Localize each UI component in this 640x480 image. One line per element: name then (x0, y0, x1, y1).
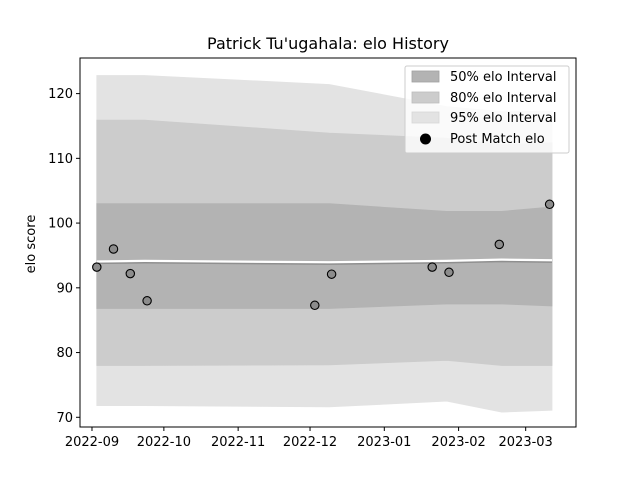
y-tick-label: 70 (56, 411, 73, 426)
legend-label-95: 95% elo Interval (450, 111, 557, 126)
post-match-elo-point (108, 244, 119, 254)
confidence-bands (96, 75, 553, 413)
post-match-elo-point (326, 269, 337, 279)
mean-elo-line (96, 260, 553, 265)
y-tick-label: 90 (56, 281, 73, 296)
x-tick-label: 2022-12 (283, 435, 337, 450)
legend-label-post-match: Post Match elo (450, 132, 545, 147)
y-tick-label: 120 (48, 87, 73, 102)
post-match-elo-point (444, 267, 454, 278)
plot-area (79, 57, 577, 428)
legend-marker-post-match (420, 133, 431, 145)
post-match-elo-point (544, 199, 555, 210)
y-tick-label: 100 (48, 217, 73, 232)
x-axis: 2022-09 2022-10 2022-11 2022-12 2023-01 2023-… (65, 427, 553, 450)
mean-elo-line-group (96, 258, 553, 265)
legend-swatch-50 (411, 70, 440, 83)
post-match-elo-point (310, 300, 320, 311)
legend-box (404, 65, 570, 154)
legend-swatch-80 (411, 91, 440, 104)
x-tick-label: 2023-01 (357, 435, 411, 450)
post-match-elo-point (427, 262, 437, 272)
x-tick-label: 2023-02 (431, 435, 485, 450)
x-tick-label: 2022-10 (137, 435, 191, 450)
legend-label-80: 80% elo Interval (450, 91, 557, 106)
mean-elo-line-highlight (96, 258, 553, 265)
post-match-elo-point (92, 262, 102, 272)
post-match-points (92, 199, 555, 311)
legend-swatch-95 (411, 111, 440, 124)
post-match-elo-point (494, 239, 505, 250)
y-tick-label: 110 (48, 152, 73, 167)
x-tick-label: 2022-11 (211, 435, 265, 450)
x-tick-label: 2023-03 (499, 435, 553, 450)
y-tick-label: 80 (56, 346, 73, 361)
chart-title: Patrick Tu'ugahala: elo History (207, 34, 449, 53)
y-axis: 70 80 90 100 110 120 (48, 87, 80, 426)
y-axis-label: elo score (24, 215, 39, 274)
legend-label-50: 50% elo Interval (450, 70, 557, 85)
x-tick-label: 2022-09 (65, 435, 119, 450)
band-50-interval (96, 203, 553, 309)
plot-frame (79, 57, 577, 428)
legend: 50% elo Interval 80% elo Interval 95% el… (404, 65, 570, 154)
post-match-elo-point (125, 268, 136, 279)
post-match-elo-point (142, 296, 152, 306)
